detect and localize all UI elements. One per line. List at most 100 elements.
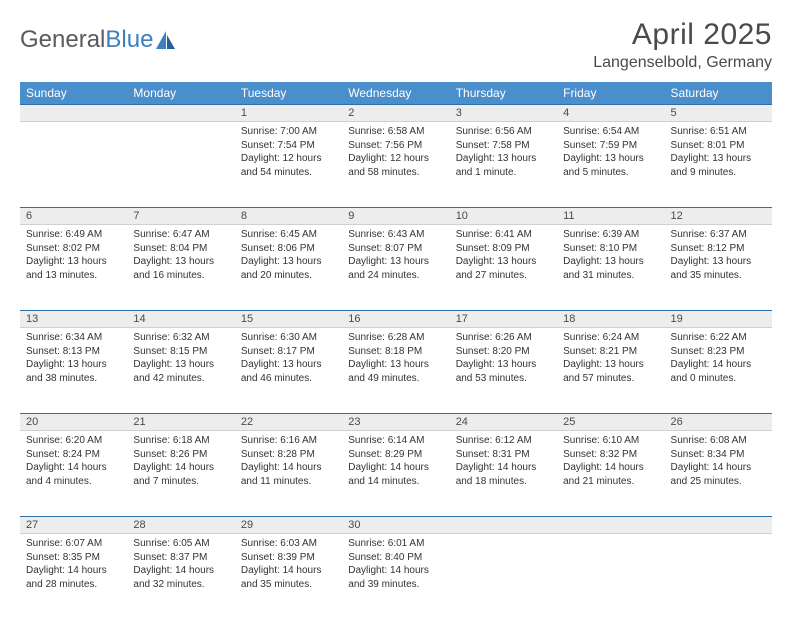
logo-sail-icon <box>155 30 177 50</box>
sunrise-text: Sunrise: 6:26 AM <box>456 331 551 345</box>
sunset-text: Sunset: 8:23 PM <box>671 345 766 359</box>
sunset-text: Sunset: 7:54 PM <box>241 139 336 153</box>
day1-text: Daylight: 13 hours <box>456 152 551 166</box>
sunrise-text: Sunrise: 6:58 AM <box>348 125 443 139</box>
day-number <box>665 517 772 534</box>
sunrise-text: Sunrise: 6:39 AM <box>563 228 658 242</box>
sunset-text: Sunset: 8:10 PM <box>563 242 658 256</box>
sunset-text: Sunset: 8:04 PM <box>133 242 228 256</box>
day1-text: Daylight: 14 hours <box>671 461 766 475</box>
day-cell <box>665 534 772 620</box>
day-number: 29 <box>235 517 342 534</box>
day2-text: and 31 minutes. <box>563 269 658 283</box>
sunrise-text: Sunrise: 6:08 AM <box>671 434 766 448</box>
day1-text: Daylight: 13 hours <box>26 358 121 372</box>
sunrise-text: Sunrise: 6:14 AM <box>348 434 443 448</box>
weekday-header: Tuesday <box>235 82 342 105</box>
day-number <box>450 517 557 534</box>
sunrise-text: Sunrise: 6:51 AM <box>671 125 766 139</box>
day-number: 6 <box>20 208 127 225</box>
day-number: 2 <box>342 105 449 122</box>
day1-text: Daylight: 14 hours <box>671 358 766 372</box>
logo-text-2: Blue <box>105 26 153 54</box>
day1-text: Daylight: 14 hours <box>26 564 121 578</box>
day1-text: Daylight: 14 hours <box>241 564 336 578</box>
weekday-header: Sunday <box>20 82 127 105</box>
day-cell: Sunrise: 6:26 AMSunset: 8:20 PMDaylight:… <box>450 328 557 414</box>
day-cell: Sunrise: 6:47 AMSunset: 8:04 PMDaylight:… <box>127 225 234 311</box>
day2-text: and 39 minutes. <box>348 578 443 592</box>
day-cell: Sunrise: 6:01 AMSunset: 8:40 PMDaylight:… <box>342 534 449 620</box>
day2-text: and 1 minute. <box>456 166 551 180</box>
day-number: 11 <box>557 208 664 225</box>
day-number-row: 6789101112 <box>20 208 772 225</box>
day-number: 28 <box>127 517 234 534</box>
day-cell: Sunrise: 6:41 AMSunset: 8:09 PMDaylight:… <box>450 225 557 311</box>
day2-text: and 53 minutes. <box>456 372 551 386</box>
sunrise-text: Sunrise: 6:41 AM <box>456 228 551 242</box>
day-cell: Sunrise: 6:12 AMSunset: 8:31 PMDaylight:… <box>450 431 557 517</box>
day-cell <box>20 122 127 208</box>
day-number-row: 20212223242526 <box>20 414 772 431</box>
day2-text: and 49 minutes. <box>348 372 443 386</box>
day-cell: Sunrise: 6:22 AMSunset: 8:23 PMDaylight:… <box>665 328 772 414</box>
weekday-header: Monday <box>127 82 234 105</box>
day-number: 9 <box>342 208 449 225</box>
location: Langenselbold, Germany <box>593 54 772 72</box>
day2-text: and 7 minutes. <box>133 475 228 489</box>
day-number: 18 <box>557 311 664 328</box>
day-cell: Sunrise: 6:32 AMSunset: 8:15 PMDaylight:… <box>127 328 234 414</box>
day2-text: and 58 minutes. <box>348 166 443 180</box>
day-cell: Sunrise: 6:45 AMSunset: 8:06 PMDaylight:… <box>235 225 342 311</box>
sunset-text: Sunset: 8:15 PM <box>133 345 228 359</box>
day-number: 16 <box>342 311 449 328</box>
day-number: 17 <box>450 311 557 328</box>
day-cell: Sunrise: 6:14 AMSunset: 8:29 PMDaylight:… <box>342 431 449 517</box>
day-number: 19 <box>665 311 772 328</box>
day1-text: Daylight: 13 hours <box>241 255 336 269</box>
sunset-text: Sunset: 8:01 PM <box>671 139 766 153</box>
day2-text: and 42 minutes. <box>133 372 228 386</box>
day-number: 30 <box>342 517 449 534</box>
day2-text: and 0 minutes. <box>671 372 766 386</box>
month-title: April 2025 <box>593 18 772 52</box>
sunrise-text: Sunrise: 6:32 AM <box>133 331 228 345</box>
day-cell: Sunrise: 6:43 AMSunset: 8:07 PMDaylight:… <box>342 225 449 311</box>
day2-text: and 32 minutes. <box>133 578 228 592</box>
sunset-text: Sunset: 8:39 PM <box>241 551 336 565</box>
day-cell <box>127 122 234 208</box>
day-cell: Sunrise: 6:20 AMSunset: 8:24 PMDaylight:… <box>20 431 127 517</box>
sunrise-text: Sunrise: 6:24 AM <box>563 331 658 345</box>
day-cell: Sunrise: 6:51 AMSunset: 8:01 PMDaylight:… <box>665 122 772 208</box>
day2-text: and 13 minutes. <box>26 269 121 283</box>
day2-text: and 54 minutes. <box>241 166 336 180</box>
day-number-row: 12345 <box>20 105 772 122</box>
day-cell: Sunrise: 6:49 AMSunset: 8:02 PMDaylight:… <box>20 225 127 311</box>
day2-text: and 35 minutes. <box>671 269 766 283</box>
day1-text: Daylight: 13 hours <box>671 152 766 166</box>
sunrise-text: Sunrise: 6:18 AM <box>133 434 228 448</box>
day-number: 15 <box>235 311 342 328</box>
sunrise-text: Sunrise: 6:54 AM <box>563 125 658 139</box>
sunset-text: Sunset: 8:28 PM <box>241 448 336 462</box>
sunset-text: Sunset: 8:26 PM <box>133 448 228 462</box>
day-cell: Sunrise: 6:03 AMSunset: 8:39 PMDaylight:… <box>235 534 342 620</box>
sunset-text: Sunset: 8:35 PM <box>26 551 121 565</box>
day-cell: Sunrise: 6:18 AMSunset: 8:26 PMDaylight:… <box>127 431 234 517</box>
day-number: 21 <box>127 414 234 431</box>
day-number: 7 <box>127 208 234 225</box>
day-number-row: 27282930 <box>20 517 772 534</box>
day-number: 3 <box>450 105 557 122</box>
day-content-row: Sunrise: 7:00 AMSunset: 7:54 PMDaylight:… <box>20 122 772 208</box>
day1-text: Daylight: 13 hours <box>348 358 443 372</box>
sunset-text: Sunset: 8:40 PM <box>348 551 443 565</box>
sunrise-text: Sunrise: 6:49 AM <box>26 228 121 242</box>
day1-text: Daylight: 13 hours <box>456 358 551 372</box>
day-number: 26 <box>665 414 772 431</box>
sunrise-text: Sunrise: 6:16 AM <box>241 434 336 448</box>
day-number <box>20 105 127 122</box>
day-cell: Sunrise: 6:07 AMSunset: 8:35 PMDaylight:… <box>20 534 127 620</box>
day-number: 24 <box>450 414 557 431</box>
sunrise-text: Sunrise: 6:07 AM <box>26 537 121 551</box>
day-content-row: Sunrise: 6:20 AMSunset: 8:24 PMDaylight:… <box>20 431 772 517</box>
